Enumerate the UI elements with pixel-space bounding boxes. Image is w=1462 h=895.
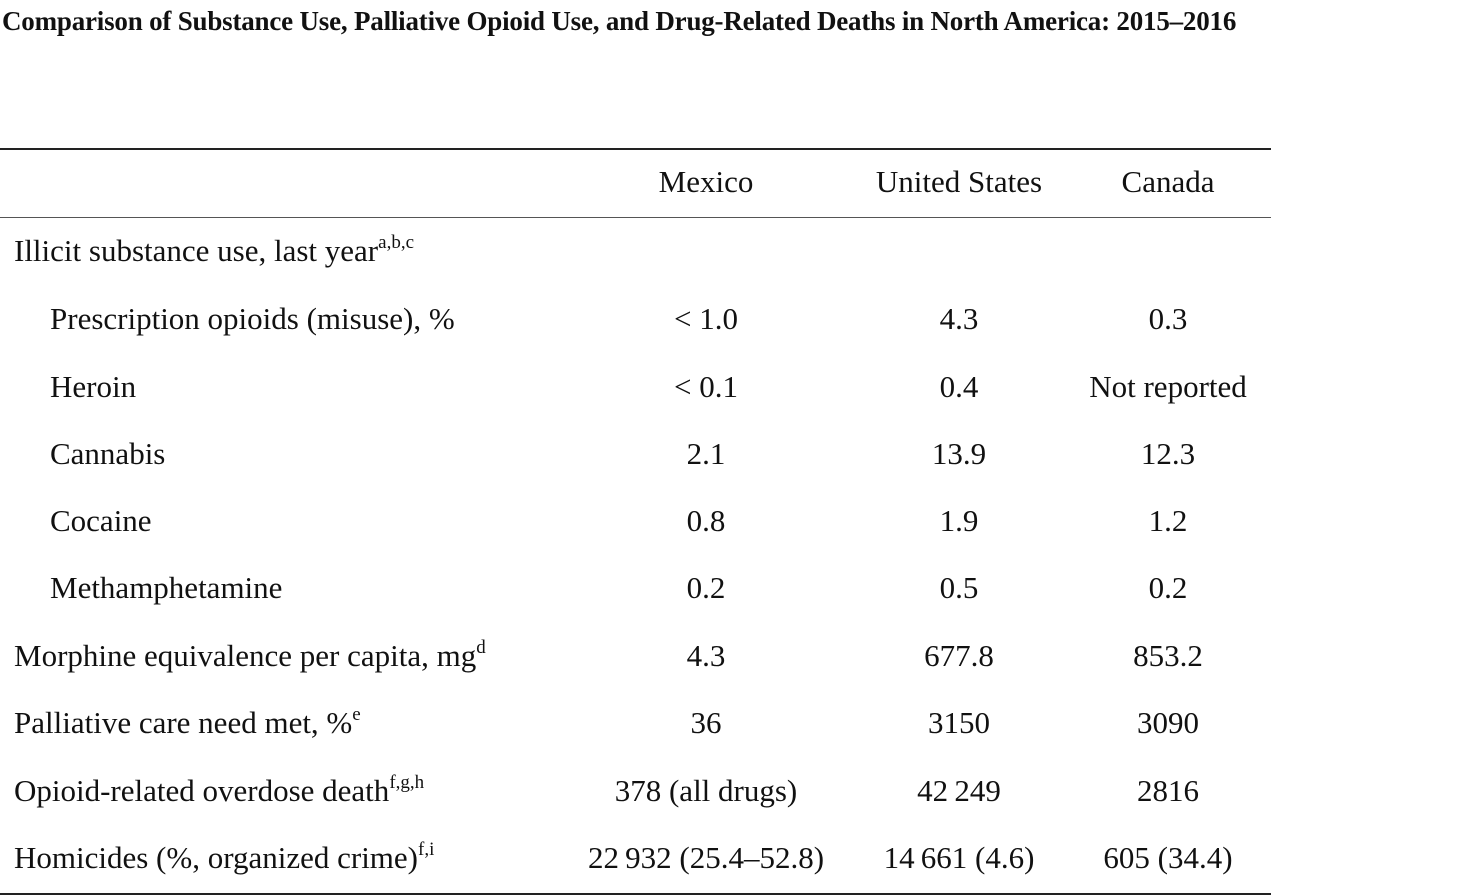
section-header-label: Illicit substance use, last year xyxy=(14,233,379,268)
cell-canada: 605 (34.4) xyxy=(1103,840,1233,875)
cell-canada: 3090 xyxy=(1137,705,1199,740)
table-title: Comparison of Substance Use, Palliative … xyxy=(2,6,1237,36)
cell-canada: 12.3 xyxy=(1140,436,1196,471)
row-label-palliative-care: Palliative care need met, %e xyxy=(14,704,361,740)
cell-united-states: 0.4 xyxy=(939,369,979,404)
cell-canada: 0.2 xyxy=(1148,570,1188,605)
row-label-text: Opioid-related overdose death xyxy=(14,773,390,808)
cell-united-states: 42 249 xyxy=(917,773,1001,808)
cell-united-states: 14 661 (4.6) xyxy=(883,840,1035,875)
cell-united-states: 0.5 xyxy=(939,570,979,605)
cell-united-states: 13.9 xyxy=(931,436,987,471)
cell-united-states: 4.3 xyxy=(939,301,979,336)
cell-mexico: 0.2 xyxy=(686,570,726,605)
row-label-heroin: Heroin xyxy=(50,369,137,404)
header-divider-rule xyxy=(0,217,1271,218)
column-header-united-states: United States xyxy=(875,164,1043,199)
column-header-mexico: Mexico xyxy=(658,164,754,199)
table-top-rule xyxy=(0,148,1271,150)
table-bottom-rule xyxy=(0,893,1271,895)
cell-mexico: 0.8 xyxy=(686,503,726,538)
cell-canada: 1.2 xyxy=(1148,503,1188,538)
footnote-marker: f,i xyxy=(418,839,435,860)
cell-united-states: 1.9 xyxy=(939,503,979,538)
row-label-opioid-overdose-death: Opioid-related overdose deathf,g,h xyxy=(14,772,425,808)
row-label-text: Morphine equivalence per capita, mg xyxy=(14,638,477,673)
cell-canada: 853.2 xyxy=(1133,638,1203,673)
cell-canada: 2816 xyxy=(1137,773,1199,808)
column-header-canada: Canada xyxy=(1121,164,1215,199)
row-label-text: Palliative care need met, % xyxy=(14,705,353,740)
section-header-illicit-substance-use: Illicit substance use, last yeara,b,c xyxy=(14,232,415,268)
cell-united-states: 3150 xyxy=(928,705,990,740)
cell-mexico: 36 xyxy=(690,705,722,740)
cell-united-states: 677.8 xyxy=(924,638,994,673)
row-label-text: Homicides (%, organized crime) xyxy=(14,840,418,875)
row-label-methamphetamine: Methamphetamine xyxy=(50,570,283,605)
cell-mexico: 4.3 xyxy=(686,638,726,673)
row-label-cocaine: Cocaine xyxy=(50,503,152,538)
footnote-marker: e xyxy=(352,704,361,725)
row-label-morphine-equivalence: Morphine equivalence per capita, mgd xyxy=(14,637,486,673)
cell-canada: Not reported xyxy=(1089,369,1247,404)
row-label-prescription-opioids: Prescription opioids (misuse), % xyxy=(50,301,455,336)
footnote-marker: d xyxy=(476,637,486,658)
cell-mexico: < 0.1 xyxy=(674,369,738,404)
footnote-marker: f,g,h xyxy=(389,772,425,793)
cell-mexico: < 1.0 xyxy=(674,301,738,336)
row-label-cannabis: Cannabis xyxy=(50,436,166,471)
cell-mexico: 378 (all drugs) xyxy=(614,773,798,808)
row-label-homicides: Homicides (%, organized crime)f,i xyxy=(14,839,435,875)
cell-canada: 0.3 xyxy=(1148,301,1188,336)
footnote-marker: a,b,c xyxy=(378,232,415,253)
cell-mexico: 2.1 xyxy=(686,436,726,471)
cell-mexico: 22 932 (25.4–52.8) xyxy=(587,840,825,875)
